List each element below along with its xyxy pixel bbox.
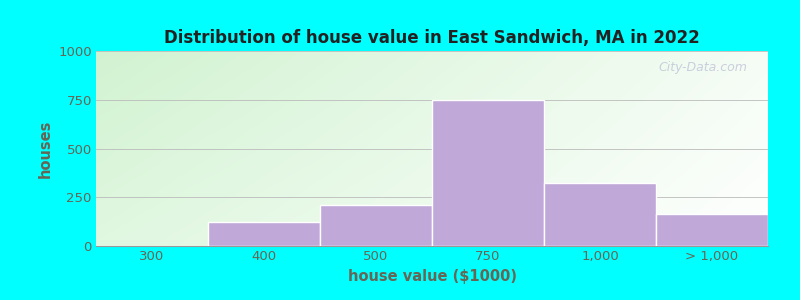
Bar <box>656 214 768 246</box>
Bar <box>432 100 544 246</box>
Bar <box>320 205 432 246</box>
Bar <box>544 183 656 246</box>
Y-axis label: houses: houses <box>38 119 53 178</box>
Title: Distribution of house value in East Sandwich, MA in 2022: Distribution of house value in East Sand… <box>164 29 700 47</box>
Bar <box>208 222 320 246</box>
X-axis label: house value ($1000): house value ($1000) <box>347 269 517 284</box>
Text: City-Data.com: City-Data.com <box>659 61 748 74</box>
